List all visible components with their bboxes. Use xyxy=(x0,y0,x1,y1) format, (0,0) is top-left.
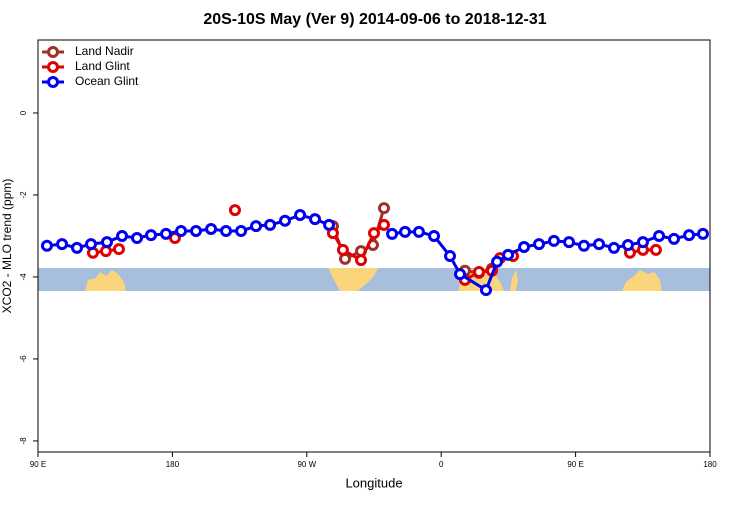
data-point xyxy=(636,236,649,249)
data-point xyxy=(189,225,202,238)
data-point xyxy=(378,202,391,215)
y-tick-label: -4 xyxy=(19,273,28,281)
data-point xyxy=(472,266,485,279)
data-point xyxy=(378,218,391,231)
data-point xyxy=(649,243,662,256)
x-tick-label: 180 xyxy=(166,460,180,469)
data-point xyxy=(480,284,492,297)
data-point xyxy=(491,255,504,268)
data-point xyxy=(235,225,248,238)
data-point xyxy=(577,239,590,252)
x-tick-label: 90 E xyxy=(30,460,46,469)
data-point xyxy=(323,218,336,231)
data-point xyxy=(228,204,241,217)
y-tick-label: 0 xyxy=(19,110,28,115)
legend-marker xyxy=(47,61,59,73)
y-tick-label: -2 xyxy=(19,191,28,199)
data-point xyxy=(668,232,681,245)
data-point xyxy=(70,241,83,254)
data-point xyxy=(294,209,307,222)
data-point xyxy=(696,227,709,240)
data-point xyxy=(56,238,69,251)
data-point xyxy=(112,243,125,256)
data-point xyxy=(264,218,277,231)
x-axis-label: Longitude xyxy=(345,475,402,490)
legend-marker xyxy=(47,76,59,88)
data-point xyxy=(428,229,441,242)
data-point xyxy=(40,239,53,252)
data-point xyxy=(518,241,531,254)
data-point xyxy=(607,241,620,254)
data-point xyxy=(220,225,233,238)
plot-frame xyxy=(37,39,711,453)
data-point xyxy=(175,225,188,238)
data-point xyxy=(278,214,291,227)
legend-marker xyxy=(47,46,59,58)
data-point xyxy=(205,222,218,235)
data-point xyxy=(355,254,368,267)
data-point xyxy=(547,234,560,247)
data-point xyxy=(454,268,467,281)
data-point xyxy=(145,229,158,242)
data-point xyxy=(159,227,172,240)
data-point xyxy=(412,225,425,238)
surface-band xyxy=(38,268,710,291)
data-point xyxy=(368,227,380,240)
data-point xyxy=(563,236,576,249)
y-tick-label: -8 xyxy=(19,437,28,445)
data-point xyxy=(116,229,129,242)
legend-label: Land Glint xyxy=(75,59,130,73)
x-tick-label: 90 E xyxy=(567,460,583,469)
legend-label: Ocean Glint xyxy=(75,74,139,88)
data-point xyxy=(502,248,515,261)
data-point xyxy=(622,238,635,251)
data-point xyxy=(653,229,666,242)
data-point xyxy=(386,227,399,240)
data-point xyxy=(250,220,263,233)
data-point xyxy=(100,236,113,249)
data-point xyxy=(131,232,144,245)
data-point xyxy=(85,238,98,251)
chart-title: 20S-10S May (Ver 9) 2014-09-06 to 2018-1… xyxy=(203,11,546,28)
data-point xyxy=(336,243,349,256)
data-point xyxy=(444,250,457,263)
y-axis-label: XCO2 - MLO trend (ppm) xyxy=(0,179,14,314)
data-point xyxy=(533,238,546,251)
data-point xyxy=(683,229,696,242)
x-tick-label: 180 xyxy=(703,460,717,469)
data-point xyxy=(399,225,412,238)
data-point xyxy=(593,238,606,251)
y-tick-label: -6 xyxy=(19,355,28,363)
x-tick-label: 90 W xyxy=(297,460,316,469)
legend-label: Land Nadir xyxy=(75,44,134,58)
x-tick-label: 0 xyxy=(439,460,444,469)
data-point xyxy=(309,213,322,226)
